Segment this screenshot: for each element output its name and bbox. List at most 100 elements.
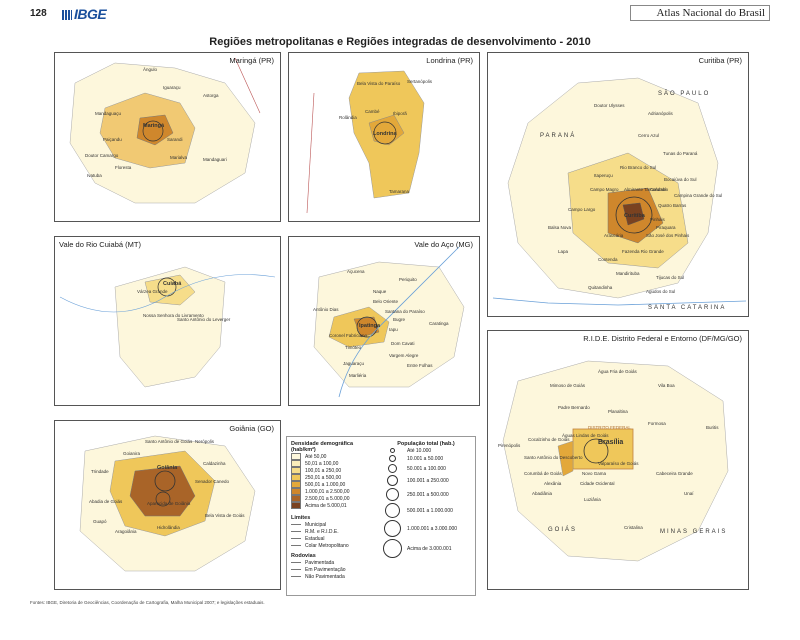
- panel-title: Maringá (PR): [229, 56, 274, 65]
- map-panel-curitiba: Curitiba (PR) Curitiba SÃO PAULO PARANÁ …: [487, 52, 749, 317]
- place-label: Mandirituba: [616, 271, 640, 276]
- place-label: Adrianópolis: [648, 111, 673, 116]
- panel-title: Vale do Aço (MG): [414, 240, 473, 249]
- place-label: Senador Canedo: [195, 479, 230, 484]
- place-label: Cidade Ocidental: [580, 481, 615, 486]
- panel-title: Vale do Rio Cuiabá (MT): [59, 240, 141, 249]
- road-item: Em Pavimentação: [291, 566, 371, 573]
- limit-item-line-icon: [291, 545, 301, 546]
- map-ride-df: [502, 360, 729, 562]
- place-label: Pirenópolis: [498, 443, 521, 448]
- density-label: 250,01 a 500,00: [305, 474, 342, 481]
- density-class: 100,01 a 250,00: [291, 467, 371, 474]
- density-class: Acima de 5.000,01: [291, 502, 371, 509]
- place-label: Água Fria de Goiás: [598, 369, 637, 374]
- population-class: 100.001 a 250.000: [379, 474, 473, 487]
- center-label: Maringá: [143, 123, 165, 129]
- page-title: Regiões metropolitanas e Regiões integra…: [209, 36, 591, 48]
- density-label: Acima de 5.000,01: [305, 502, 347, 509]
- place-label: Mandaguaçu: [95, 111, 122, 116]
- population-label: 50.001 a 100.000: [407, 465, 446, 472]
- population-label: Até 10.000: [407, 447, 432, 454]
- density-label: 1.000,01 a 2.500,00: [305, 488, 350, 495]
- place-label: Bela Vista do Paraíso: [357, 81, 401, 86]
- region-label: PARANÁ: [540, 133, 577, 139]
- limit-item-line-icon: [291, 538, 301, 539]
- map-panel-londrina: Londrina (PR) Londrina Bela Vista do Par…: [288, 52, 480, 222]
- place-label: Campo Largo: [568, 207, 596, 212]
- limit-item: Municipal: [291, 521, 371, 528]
- legend: Densidade demográfica (hab/km²) Até 50,0…: [286, 436, 476, 596]
- place-label: Astorga: [203, 93, 219, 98]
- density-class: 50,01 a 100,00: [291, 460, 371, 467]
- population-class: 250.001 a 500.000: [379, 487, 473, 502]
- population-circle-icon: [387, 464, 397, 473]
- place-label: Padre Bernardo: [558, 405, 590, 410]
- place-label: Santo Antônio do Leverger: [177, 317, 231, 322]
- place-label: Piraquara: [656, 225, 676, 230]
- place-label: Marialva: [170, 155, 188, 160]
- place-label: Trindade: [91, 469, 109, 474]
- place-label: Luziânia: [584, 497, 601, 502]
- center-label: Cuiabá: [163, 281, 182, 287]
- road-item-line-icon: [291, 569, 301, 570]
- place-label: Vargem Alegre: [389, 353, 419, 358]
- place-label: Rio Branco do Sul: [620, 165, 657, 170]
- place-label: Aragoiânia: [115, 529, 137, 534]
- place-label: Coronel Fabriciano: [329, 333, 368, 338]
- density-swatch: [291, 474, 301, 481]
- limit-item: R.M. e R.I.D.E.: [291, 528, 371, 535]
- place-label: Santo Antônio do Descoberto: [524, 455, 583, 460]
- place-label: Marliéria: [349, 373, 367, 378]
- place-label: Alexânia: [544, 481, 562, 486]
- place-label: Tamarana: [389, 189, 410, 194]
- population-circle-icon: [384, 503, 400, 518]
- map-panel-cuiaba: Vale do Rio Cuiabá (MT) Cuiabá Várzea Gr…: [54, 236, 281, 406]
- place-label: Campo Magro: [590, 187, 619, 192]
- place-label: Jaguaraçu: [343, 361, 365, 366]
- map-panel-maringa: Maringá (PR) Maringá Ângulo Iguaraçu Ast…: [54, 52, 281, 222]
- place-label: Rolândia: [339, 115, 357, 120]
- place-label: Cocalzinho de Goiás: [528, 437, 570, 442]
- density-class: 500,01 a 1.000,00: [291, 481, 371, 488]
- density-unit: (hab/km²): [291, 447, 316, 453]
- place-label: Açucena: [347, 269, 365, 274]
- population-class: Acima de 3.000.001: [379, 538, 473, 559]
- density-class: 1.000,01 a 2.500,00: [291, 488, 371, 495]
- panel-title: R.I.D.E. Distrito Federal e Entorno (DF/…: [583, 334, 742, 343]
- center-label: Goiânia: [157, 465, 178, 471]
- place-label: Tijucas do Sul: [656, 275, 685, 280]
- density-swatch: [291, 467, 301, 474]
- population-circle-icon: [389, 448, 395, 453]
- place-label: Periquito: [399, 277, 417, 282]
- population-class: 500.001 a 1.000.000: [379, 502, 473, 519]
- population-list: Até 10.000 10.001 a 50.000 50.001 a 100.00…: [379, 447, 473, 559]
- place-label: Timóteo: [345, 345, 362, 350]
- place-label: Sertanópolis: [407, 79, 433, 84]
- logo-text: IBGE: [74, 6, 107, 22]
- place-label: Paiçandu: [103, 137, 122, 142]
- roads-list: Pavimentada Em Pavimentação Não Pavimentad…: [291, 559, 371, 580]
- density-label: 50,01 a 100,00: [305, 460, 339, 467]
- place-label: Abadia de Goiás: [89, 499, 123, 504]
- place-label: Cristalina: [624, 525, 643, 530]
- place-label: Bocaiúva do Sul: [664, 177, 697, 182]
- ibge-logo-icon: [62, 10, 72, 20]
- roads-title: Rodovias: [291, 553, 316, 559]
- place-label: Buritis: [706, 425, 719, 430]
- density-swatch: [291, 453, 301, 460]
- limit-item-line-icon: [291, 531, 301, 532]
- place-label: Mimoso de Goiás: [550, 383, 586, 388]
- population-label: 1.000.001 a 3.000.000: [407, 525, 458, 532]
- population-label: 250.001 a 500.000: [407, 491, 449, 498]
- density-title: Densidade demográfica: [291, 441, 354, 447]
- population-circle-icon: [388, 455, 396, 462]
- density-label: 100,01 a 250,00: [305, 467, 342, 474]
- population-circle-icon: [382, 539, 402, 558]
- density-swatch: [291, 460, 301, 467]
- map-goiania: [79, 435, 256, 572]
- density-list: Até 50,00 50,01 a 100,00 100,01 a 250,00 25…: [291, 453, 371, 509]
- road-item-line-icon: [291, 562, 301, 563]
- place-label: Quitandinha: [588, 285, 613, 290]
- density-class: Até 50,00: [291, 453, 371, 460]
